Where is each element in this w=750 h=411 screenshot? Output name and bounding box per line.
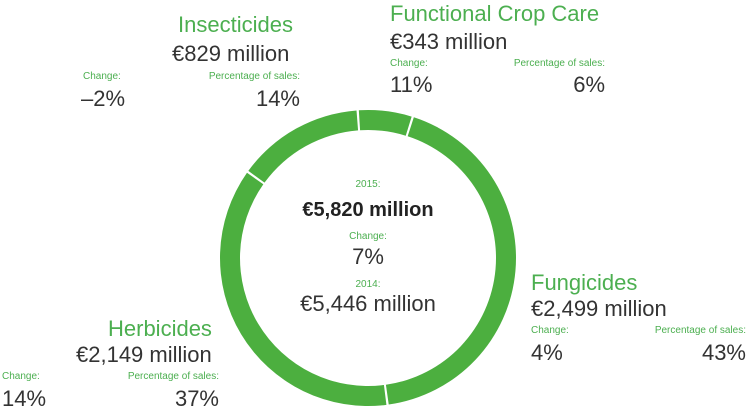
insecticides-change-label: Change: <box>83 71 121 82</box>
fungicides-title: Fungicides <box>531 270 638 295</box>
center-change-label: Change: <box>349 231 387 242</box>
center-total: €5,820 million <box>302 199 434 221</box>
donut-slice-fungicides <box>385 117 517 405</box>
donut-slice-herbicides <box>219 172 387 407</box>
donut-slice-insecticides <box>248 110 359 183</box>
insecticides-change: –2% <box>81 86 126 111</box>
herbicides-title: Herbicides <box>108 316 212 341</box>
functional-crop-care-change-label: Change: <box>390 58 428 69</box>
fungicides-pct-label: Percentage of sales: <box>654 325 746 336</box>
herbicides-change: 14% <box>2 386 47 411</box>
fungicides-change-label: Change: <box>531 325 569 336</box>
herbicides-amount: €2,149 million <box>76 342 212 367</box>
insecticides-pct: 14% <box>255 86 300 111</box>
center-prev-year-label: 2014: <box>355 279 381 290</box>
herbicides-pct: 37% <box>174 386 219 411</box>
functional-crop-care-pct-label: Percentage of sales: <box>513 58 605 69</box>
insecticides-title: Insecticides <box>178 12 293 37</box>
functional-crop-care-change: 11% <box>390 72 433 97</box>
center-change-value: 7% <box>352 244 384 269</box>
fungicides-pct: 43% <box>701 340 746 365</box>
herbicides-change-label: Change: <box>2 371 40 382</box>
fungicides-change: 4% <box>531 340 563 365</box>
insecticides-amount: €829 million <box>172 41 290 66</box>
insecticides-pct-label: Percentage of sales: <box>208 71 300 82</box>
fungicides-amount: €2,499 million <box>531 296 667 321</box>
functional-crop-care-pct: 6% <box>573 72 605 97</box>
herbicides-pct-label: Percentage of sales: <box>127 371 219 382</box>
donut-slice-functional-crop-care <box>358 110 412 136</box>
center-year-label: 2015: <box>355 179 381 190</box>
functional-crop-care-amount: €343 million <box>390 29 508 54</box>
functional-crop-care-title: Functional Crop Care <box>390 1 600 26</box>
center-prev-total: €5,446 million <box>300 291 436 316</box>
